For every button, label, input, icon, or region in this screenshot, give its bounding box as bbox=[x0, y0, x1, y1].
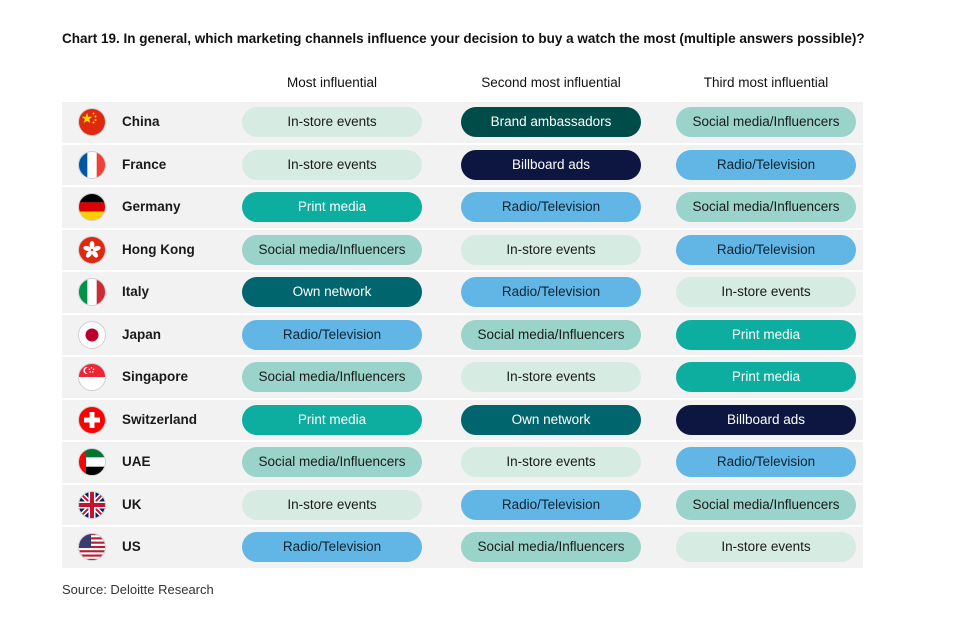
france-flag-icon bbox=[78, 150, 106, 179]
channel-pill: Print media bbox=[242, 192, 422, 222]
us-flag-icon bbox=[78, 533, 106, 561]
channel-pill: In-store events bbox=[242, 149, 422, 180]
italy-flag-icon bbox=[78, 278, 106, 306]
country-label: Singapore bbox=[122, 369, 189, 384]
channel-pill: In-store events bbox=[676, 277, 856, 307]
channel-pill: Radio/Television bbox=[242, 319, 422, 350]
table-row: Italy Own network Radio/Television In-store… bbox=[62, 272, 863, 313]
country-label: UK bbox=[122, 496, 142, 512]
source-note: Source: Deloitte Research bbox=[62, 582, 214, 597]
channel-pill: In-store events bbox=[676, 532, 856, 562]
channel-pill: Social media/Influencers bbox=[676, 107, 856, 137]
channel-pill: Social media/Influencers bbox=[242, 362, 422, 392]
channel-pill: Print media bbox=[676, 362, 856, 392]
channel-pill: Social media/Influencers bbox=[676, 192, 856, 222]
table-row: UAE Social media/Influencers In-store even… bbox=[62, 442, 863, 483]
channel-pill: Social media/Influencers bbox=[242, 234, 422, 265]
country-label: Switzerland bbox=[122, 411, 198, 427]
channel-pill: Social media/Influencers bbox=[676, 489, 856, 520]
channel-pill: Social media/Influencers bbox=[242, 447, 422, 477]
table-row: US Radio/Television Social media/Influence… bbox=[62, 527, 863, 568]
column-header-most: Most influential bbox=[286, 75, 378, 90]
channel-pill: In-store events bbox=[461, 234, 641, 265]
channel-pill: Radio/Television bbox=[461, 277, 641, 307]
uae-flag-icon bbox=[78, 448, 106, 476]
channel-pill: In-store events bbox=[242, 489, 422, 520]
china-flag-icon bbox=[78, 108, 106, 136]
chart-title: Chart 19. In general, which marketing ch… bbox=[62, 31, 865, 46]
channel-pill: Print media bbox=[676, 319, 856, 350]
channel-pill: Social media/Influencers bbox=[461, 319, 641, 350]
channel-pill: Social media/Influencers bbox=[461, 532, 641, 562]
uk-flag-icon bbox=[78, 490, 106, 519]
country-label: China bbox=[122, 114, 160, 129]
table-row: Switzerland Print media Own network Billboa… bbox=[62, 399, 863, 440]
country-label: US bbox=[122, 539, 141, 554]
channel-pill: Print media bbox=[242, 404, 422, 435]
country-label: Japan bbox=[122, 326, 162, 342]
table-row: UK In-store events Radio/Television Social … bbox=[62, 484, 863, 525]
channel-pill: Billboard ads bbox=[676, 404, 856, 435]
country-label: Germany bbox=[122, 199, 181, 214]
column-header-second: Second most influential bbox=[481, 75, 621, 90]
table-row: Japan Radio/Television Social media/Influe… bbox=[62, 314, 863, 355]
channel-pill: Radio/Television bbox=[676, 234, 856, 265]
channel-pill: In-store events bbox=[461, 447, 641, 477]
channel-pill: In-store events bbox=[461, 362, 641, 392]
country-label: France bbox=[122, 156, 167, 172]
country-label: Hong Kong bbox=[122, 241, 195, 257]
table-row: Hong Kong Social media/Influencers In-stor… bbox=[62, 229, 863, 270]
country-label: UAE bbox=[122, 454, 151, 469]
channel-pill: Radio/Television bbox=[676, 149, 856, 180]
column-header-third: Third most influential bbox=[703, 75, 829, 90]
channel-pill: Radio/Television bbox=[461, 489, 641, 520]
channel-pill: Brand ambassadors bbox=[461, 107, 641, 137]
table-row: Germany Print media Radio/Television Social… bbox=[62, 187, 863, 228]
channel-pill: Billboard ads bbox=[461, 149, 641, 180]
channel-pill: Radio/Television bbox=[461, 192, 641, 222]
table-row: Singapore Social media/Influencers In-stor… bbox=[62, 357, 863, 398]
channel-pill: Own network bbox=[461, 404, 641, 435]
singapore-flag-icon bbox=[78, 363, 106, 391]
channel-pill: In-store events bbox=[242, 107, 422, 137]
germany-flag-icon bbox=[78, 193, 106, 221]
country-label: Italy bbox=[122, 284, 150, 299]
table-row: China In-store events Brand ambassadors Soc… bbox=[62, 102, 863, 143]
channel-pill: Own network bbox=[242, 277, 422, 307]
channel-pill: Radio/Television bbox=[242, 532, 422, 562]
table-row: France In-store events Billboard ads Radio/… bbox=[62, 144, 863, 185]
switzerland-flag-icon bbox=[78, 405, 106, 434]
japan-flag-icon bbox=[78, 320, 106, 349]
hong-kong-flag-icon bbox=[78, 235, 106, 264]
influence-table: China In-store events Brand ambassadors Soc… bbox=[62, 102, 863, 570]
channel-pill: Radio/Television bbox=[676, 447, 856, 477]
